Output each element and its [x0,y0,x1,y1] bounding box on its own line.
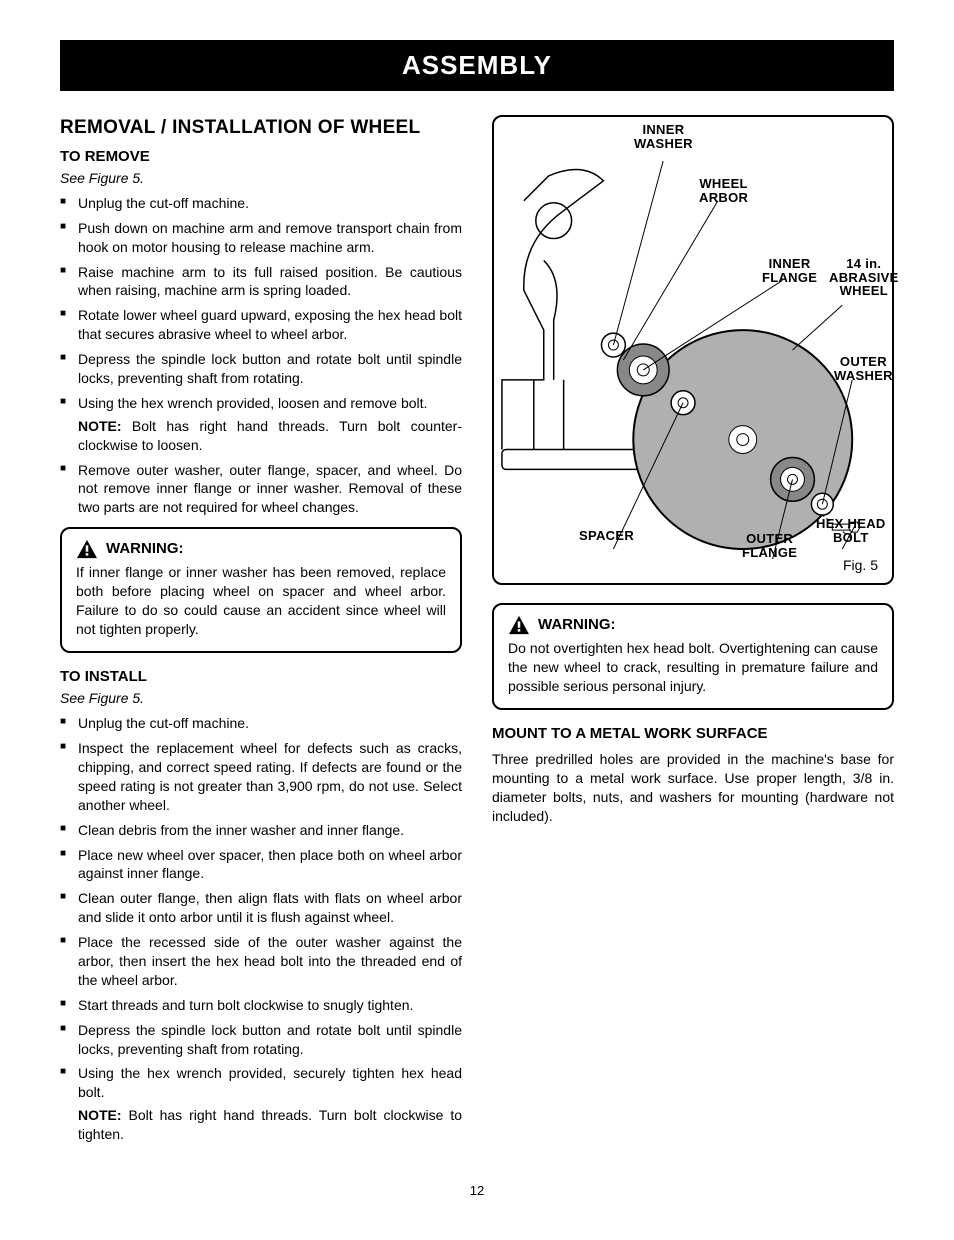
warning-title: WARNING: [76,539,446,559]
install-see-fig: See Figure 5. [60,689,462,708]
label-hex-head-bolt: HEX HEADBOLT [816,517,886,544]
warning-title: WARNING: [508,615,878,635]
label-abrasive-wheel: 14 in.ABRASIVEWHEEL [829,257,899,298]
list-item: Remove outer washer, outer flange, space… [60,461,462,518]
list-item: Rotate lower wheel guard upward, exposin… [60,306,462,344]
label-inner-flange: INNERFLANGE [762,257,817,284]
warning-label: WARNING: [538,615,616,635]
figure-5: INNERWASHER WHEELARBOR INNERFLANGE 14 in… [492,115,894,585]
left-column: REMOVAL / INSTALLATION OF WHEEL TO REMOV… [60,115,462,1152]
note-text: Bolt has right hand threads. Turn bolt c… [78,418,462,453]
section-title: REMOVAL / INSTALLATION OF WHEEL [60,115,462,141]
right-column: INNERWASHER WHEELARBOR INNERFLANGE 14 in… [492,115,894,1152]
item-text: Using the hex wrench provided, loosen an… [78,395,427,411]
warning-body: Do not overtighten hex head bolt. Overti… [508,639,878,696]
list-item: Inspect the replacement wheel for defect… [60,739,462,815]
remove-list: Unplug the cut-off machine. Push down on… [60,194,462,517]
list-item: Place the recessed side of the outer was… [60,933,462,990]
page-number: 12 [60,1182,894,1200]
label-outer-flange: OUTERFLANGE [742,532,797,559]
label-inner-washer: INNERWASHER [634,123,693,150]
list-item: Clean outer flange, then align flats wit… [60,889,462,927]
warning-label: WARNING: [106,539,184,559]
remove-note: NOTE: Bolt has right hand threads. Turn … [78,417,462,455]
page-banner: ASSEMBLY [60,40,894,91]
label-outer-washer: OUTERWASHER [834,355,893,382]
figure-illustration [494,117,892,583]
list-item: Unplug the cut-off machine. [60,194,462,213]
list-item: Using the hex wrench provided, loosen an… [60,394,462,455]
list-item: Depress the spindle lock button and rota… [60,1021,462,1059]
install-list: Unplug the cut-off machine. Inspect the … [60,714,462,1144]
note-label: NOTE: [78,418,122,434]
warning-icon [76,539,98,559]
warning-body: If inner flange or inner washer has been… [76,563,446,639]
label-wheel-arbor: WHEELARBOR [699,177,748,204]
list-item: Clean debris from the inner washer and i… [60,821,462,840]
list-item: Unplug the cut-off machine. [60,714,462,733]
install-heading: TO INSTALL [60,667,462,687]
warning-box-1: WARNING: If inner flange or inner washer… [60,527,462,653]
content-columns: REMOVAL / INSTALLATION OF WHEEL TO REMOV… [60,115,894,1152]
warning-icon [508,615,530,635]
list-item: Depress the spindle lock button and rota… [60,350,462,388]
label-spacer: SPACER [579,529,634,543]
mount-heading: MOUNT TO A METAL WORK SURFACE [492,724,894,744]
list-item: Using the hex wrench provided, securely … [60,1064,462,1144]
figure-caption: Fig. 5 [843,556,878,575]
mount-body: Three predrilled holes are provided in t… [492,750,894,826]
note-label: NOTE: [78,1107,122,1123]
warning-box-2: WARNING: Do not overtighten hex head bol… [492,603,894,710]
install-note: NOTE: Bolt has right hand threads. Turn … [78,1106,462,1144]
list-item: Place new wheel over spacer, then place … [60,846,462,884]
list-item: Raise machine arm to its full raised pos… [60,263,462,301]
remove-see-fig: See Figure 5. [60,169,462,188]
list-item: Start threads and turn bolt clockwise to… [60,996,462,1015]
note-text: Bolt has right hand threads. Turn bolt c… [78,1107,462,1142]
item-text: Using the hex wrench provided, securely … [78,1065,462,1100]
list-item: Push down on machine arm and remove tran… [60,219,462,257]
remove-heading: TO REMOVE [60,147,462,167]
